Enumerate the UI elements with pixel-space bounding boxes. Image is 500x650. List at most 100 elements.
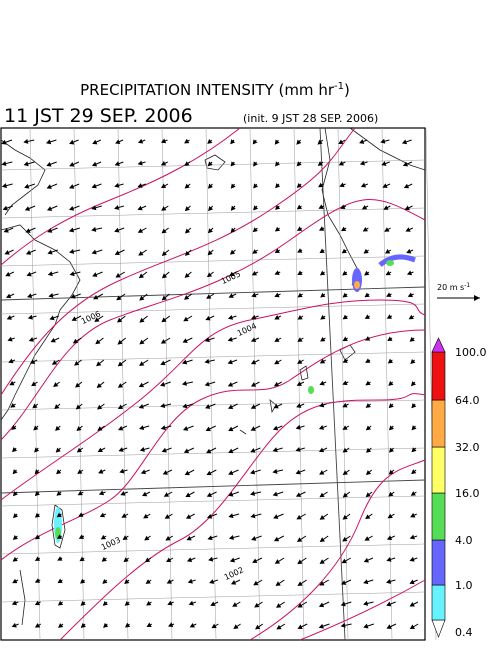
wind-head (96, 383, 102, 388)
wind-head (230, 227, 236, 233)
wind-head (207, 228, 213, 234)
wind-head (47, 249, 53, 255)
wind-head (274, 559, 281, 564)
wind-head (11, 622, 17, 628)
wind-head (296, 161, 302, 167)
wind-head (165, 535, 171, 541)
wind-head (211, 623, 217, 629)
wind-head (342, 336, 348, 342)
wind-head (161, 251, 167, 256)
wind-head (319, 559, 325, 564)
wind-head (342, 358, 348, 363)
longitude-line (319, 127, 346, 641)
wind-head (361, 204, 368, 210)
colorbar: 0.4 1.0 4.0 16.0 32.0 64.0 100.0 (431, 337, 487, 639)
wind-head (70, 293, 76, 299)
wind-head (363, 623, 369, 629)
wind-head (77, 469, 83, 474)
wind-head (363, 557, 369, 563)
wind-head (161, 228, 167, 234)
grid-line (0, 255, 426, 267)
wind-head (250, 490, 256, 496)
wind-head (74, 360, 80, 366)
wind-head (274, 315, 280, 320)
wind-head (251, 292, 257, 298)
wind-head (341, 580, 347, 585)
wind-head (57, 600, 64, 606)
wind-head (71, 316, 77, 321)
wind-head (317, 139, 323, 145)
wind-head (250, 469, 256, 475)
grid-line (381, 127, 393, 641)
wind-head (207, 161, 213, 167)
wind-head (359, 139, 365, 144)
wind-head (138, 250, 144, 256)
wind-head (24, 183, 30, 189)
wind-head (251, 270, 257, 276)
wind-head (32, 403, 38, 409)
wind-head (386, 624, 392, 629)
wind-head (34, 447, 40, 453)
wind-head (228, 426, 234, 432)
wind-head (204, 337, 210, 343)
wind-head (102, 578, 108, 584)
isobar (249, 459, 426, 641)
wind-head (406, 270, 413, 276)
wind-head (230, 580, 237, 585)
wind-head (380, 138, 386, 144)
rain-area (386, 260, 394, 266)
wind-head (319, 492, 325, 498)
wind-head (411, 403, 417, 409)
precipitation (54, 254, 416, 543)
wind-head (408, 314, 414, 320)
grid-line (0, 303, 426, 315)
wind-head (362, 226, 369, 232)
wind-head (162, 470, 168, 475)
wind-head (319, 537, 325, 542)
wind-head (69, 162, 75, 167)
wind-head (338, 160, 344, 166)
wind-head (139, 361, 145, 366)
wind-head (207, 183, 213, 189)
wind-head (1, 139, 7, 145)
wind-head (92, 272, 98, 277)
wind-head (341, 558, 347, 564)
wind-head (401, 139, 408, 145)
wind-head (363, 248, 369, 254)
colorbar-under (431, 619, 446, 638)
coastline (19, 504, 66, 626)
wind-head (75, 404, 82, 410)
wind-head (228, 491, 234, 497)
wind-head (26, 271, 32, 277)
wind-head (101, 556, 107, 562)
wind-head (183, 448, 190, 454)
wind-scale-head (474, 295, 480, 301)
wind-head (319, 248, 325, 254)
wind-head (207, 138, 213, 144)
wind-scale-label: 20 m s-1 (437, 282, 470, 292)
wind-head (365, 425, 372, 431)
wind-head (78, 534, 85, 539)
wind-head (188, 600, 194, 606)
wind-head (139, 425, 145, 431)
wind-head (207, 513, 213, 519)
wind-head (164, 514, 170, 519)
wind-head (274, 270, 280, 275)
wind-head (46, 161, 52, 167)
wind-head (255, 624, 261, 630)
wind-head (183, 316, 189, 322)
wind-head (365, 447, 372, 453)
wind-head (12, 491, 18, 497)
wind-head (4, 250, 10, 255)
wind-head (387, 358, 394, 364)
wind-head (276, 603, 282, 608)
wind-head (182, 359, 188, 365)
wind-head (167, 600, 173, 606)
wind-head (161, 273, 168, 279)
wind-head (46, 184, 52, 189)
wind-head (204, 358, 210, 364)
wind-head (100, 534, 106, 540)
wind-head (403, 183, 410, 189)
wind-head (365, 514, 371, 520)
wind-head (409, 602, 415, 607)
